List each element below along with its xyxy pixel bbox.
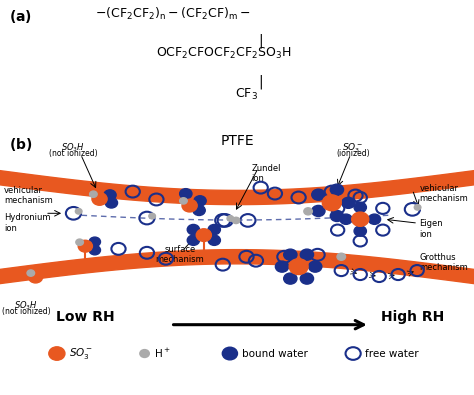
Circle shape [90, 191, 97, 198]
Text: $\mathsf{-(CF_2CF_2)_n-(CF_2CF)_m-}$: $\mathsf{-(CF_2CF_2)_n-(CF_2CF)_m-}$ [95, 6, 250, 22]
Circle shape [180, 198, 187, 204]
Circle shape [194, 196, 206, 206]
Circle shape [309, 261, 322, 272]
Circle shape [75, 209, 82, 214]
Circle shape [283, 249, 297, 260]
Circle shape [337, 253, 346, 260]
Circle shape [289, 259, 308, 275]
Circle shape [208, 235, 220, 245]
Text: $SO_3^-$: $SO_3^-$ [342, 141, 364, 155]
Circle shape [283, 273, 297, 284]
Circle shape [187, 224, 200, 235]
Circle shape [354, 202, 366, 213]
Text: vehicular
mechanism: vehicular mechanism [4, 186, 53, 205]
Text: bound water: bound water [242, 348, 308, 359]
Circle shape [352, 212, 369, 226]
Circle shape [89, 245, 100, 255]
Circle shape [222, 347, 237, 360]
Text: $\mathsf{CF_3}$: $\mathsf{CF_3}$ [235, 87, 257, 102]
Circle shape [105, 198, 118, 208]
Text: $|$: $|$ [258, 32, 263, 50]
Circle shape [340, 214, 352, 224]
Circle shape [208, 224, 220, 235]
Circle shape [92, 193, 107, 205]
Circle shape [330, 184, 344, 195]
Text: $SO_3H$: $SO_3H$ [14, 299, 38, 312]
Text: vehicular
mechanism: vehicular mechanism [419, 184, 468, 203]
Circle shape [180, 189, 192, 199]
Circle shape [49, 347, 65, 360]
Circle shape [182, 199, 197, 212]
Text: Zundel
ion: Zundel ion [251, 164, 281, 183]
Text: H$^+$: H$^+$ [154, 347, 171, 360]
Circle shape [149, 213, 155, 219]
Circle shape [140, 350, 149, 357]
Text: $SO_3^-$: $SO_3^-$ [69, 346, 93, 361]
Text: (ionized): (ionized) [337, 149, 370, 158]
Circle shape [187, 235, 200, 245]
Circle shape [227, 216, 234, 221]
Circle shape [354, 226, 366, 236]
Text: $\mathsf{OCF_2CFOCF_2CF_2SO_3H}$: $\mathsf{OCF_2CFOCF_2CF_2SO_3H}$ [156, 45, 292, 60]
Text: Eigen
ion: Eigen ion [419, 219, 443, 239]
Circle shape [342, 197, 355, 208]
Circle shape [301, 249, 314, 260]
Circle shape [275, 261, 289, 272]
Text: Grotthus
mechanism: Grotthus mechanism [419, 253, 468, 272]
Circle shape [304, 208, 312, 215]
Text: PTFE: PTFE [220, 134, 254, 148]
Text: Hydronium
ion: Hydronium ion [4, 213, 50, 233]
Circle shape [193, 205, 205, 216]
Text: $SO_3H$: $SO_3H$ [62, 141, 85, 154]
Text: (not ionized): (not ionized) [2, 307, 50, 316]
Circle shape [330, 211, 344, 222]
Circle shape [27, 270, 35, 276]
Text: $\mathbf{(b)}$: $\mathbf{(b)}$ [9, 136, 32, 153]
Circle shape [78, 240, 92, 252]
Circle shape [28, 271, 43, 283]
Circle shape [312, 189, 325, 200]
Circle shape [76, 239, 83, 245]
Circle shape [196, 229, 211, 241]
Circle shape [322, 195, 341, 211]
Text: Low RH: Low RH [56, 310, 115, 324]
Text: free water: free water [365, 348, 419, 359]
Circle shape [414, 205, 421, 210]
Circle shape [312, 205, 325, 216]
Text: $|$: $|$ [258, 73, 263, 91]
Circle shape [232, 217, 240, 224]
Circle shape [301, 273, 314, 284]
Text: (not ionized): (not ionized) [49, 149, 98, 158]
Text: $\mathbf{(a)}$: $\mathbf{(a)}$ [9, 8, 32, 25]
Text: High RH: High RH [381, 310, 444, 324]
Text: surface
mechanism: surface mechanism [156, 245, 204, 264]
Circle shape [104, 190, 116, 200]
Circle shape [368, 214, 381, 224]
Circle shape [89, 237, 100, 246]
